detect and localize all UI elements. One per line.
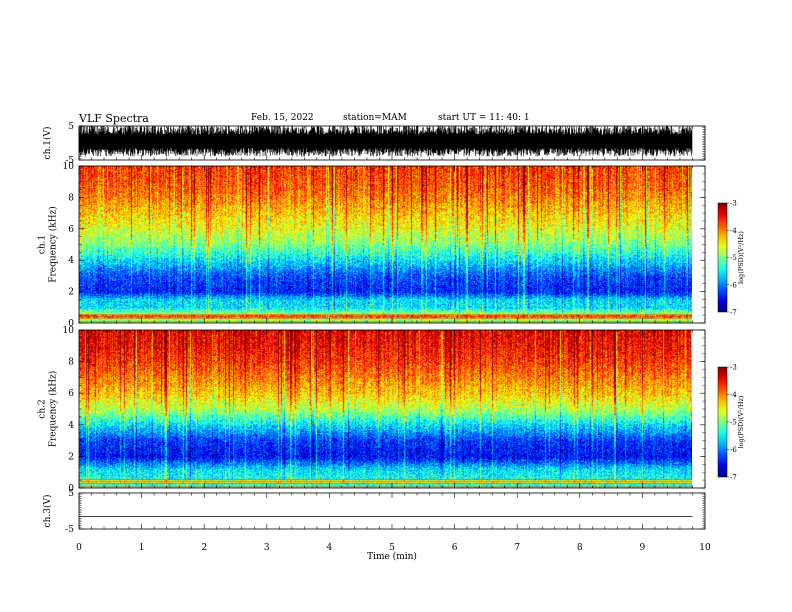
colorbar-tick-label: -6 xyxy=(730,446,737,454)
start-time-label: start UT = 11: 40: 1 xyxy=(438,113,530,123)
colorbar-label-ch2: log(PSD)(V²/Hz) xyxy=(737,395,745,448)
x-tick-label: 2 xyxy=(201,543,207,553)
y-tick-label: 6 xyxy=(68,389,74,399)
colorbar-ch1 xyxy=(717,202,728,313)
figure-title: VLF Spectra xyxy=(79,112,149,125)
colorbar-label: log(PSD)(V²/Hz) xyxy=(737,395,745,448)
colorbar-tick-label: -4 xyxy=(730,391,737,399)
y-tick-label: 0 xyxy=(68,484,74,494)
y-axis-label-line: ch.3(V) xyxy=(42,495,53,528)
panel-4-ylabel: ch.3(V) xyxy=(42,495,53,528)
spectrogram-ch1-image xyxy=(79,166,692,323)
colorbar-tick-label: -4 xyxy=(730,227,737,235)
panel-2-ylabel: ch.1 Frequency (kHz) xyxy=(38,206,59,283)
y-tick-label: 6 xyxy=(68,225,74,235)
y-tick-label: 4 xyxy=(68,256,74,266)
colorbar-tick-label: -7 xyxy=(730,309,737,317)
colorbar-tick-label: -5 xyxy=(730,419,737,427)
colorbar-tick-label: -6 xyxy=(730,281,737,289)
y-axis-label-line: ch.1(V) xyxy=(42,127,53,160)
x-tick-label: 4 xyxy=(327,543,333,553)
date-label: Feb. 15, 2022 xyxy=(251,113,314,123)
x-tick-label: 3 xyxy=(264,543,270,553)
y-axis-label-line: ch.2 xyxy=(38,399,48,418)
panel-4-frame xyxy=(78,492,706,530)
ch1-waveform-trace xyxy=(78,126,693,157)
y-axis-label-line: ch.1 xyxy=(38,235,48,254)
x-tick-label: 9 xyxy=(640,543,646,553)
y-axis-label-line: Frequency (kHz) xyxy=(48,206,59,283)
panel-1-ylabel: ch.1(V) xyxy=(42,127,53,160)
x-tick-label: 6 xyxy=(452,543,458,553)
x-tick-label: 10 xyxy=(699,543,711,553)
y-tick-label: 10 xyxy=(63,326,75,336)
x-tick-label: 5 xyxy=(389,543,395,553)
y-tick-label: 5 xyxy=(68,489,74,499)
x-tick-label: 8 xyxy=(577,543,583,553)
colorbar-tick-label: -3 xyxy=(730,200,737,208)
y-tick-label: 4 xyxy=(68,421,74,431)
y-tick-label: 5 xyxy=(68,122,74,132)
x-tick-label: 7 xyxy=(514,543,520,553)
colorbar-label-ch1: log(PSD)(V²/Hz) xyxy=(737,231,745,284)
y-tick-label: 0 xyxy=(68,319,74,329)
y-tick-label: -5 xyxy=(65,156,74,166)
x-tick-label: 1 xyxy=(139,543,145,553)
y-axis-label-line: Frequency (kHz) xyxy=(48,371,59,448)
colorbar-ch2 xyxy=(717,366,728,478)
y-tick-label: 8 xyxy=(68,193,74,203)
colorbar-tick-label: -7 xyxy=(730,474,737,482)
y-tick-label: 2 xyxy=(68,452,74,462)
colorbar-label: log(PSD)(V²/Hz) xyxy=(737,231,745,284)
y-tick-label: 2 xyxy=(68,288,74,298)
panel-3-ylabel: ch.2 Frequency (kHz) xyxy=(38,371,59,448)
colorbar-tick-label: -3 xyxy=(730,364,737,372)
y-tick-label: 10 xyxy=(63,162,75,172)
spectrogram-ch2-image xyxy=(79,330,692,488)
x-axis-label: Time (min) xyxy=(367,551,417,562)
y-tick-label: -5 xyxy=(65,525,74,535)
x-tick-label: 0 xyxy=(76,543,82,553)
station-label: station=MAM xyxy=(343,113,407,123)
colorbar-tick-label: -5 xyxy=(730,254,737,262)
y-tick-label: 8 xyxy=(68,358,74,368)
